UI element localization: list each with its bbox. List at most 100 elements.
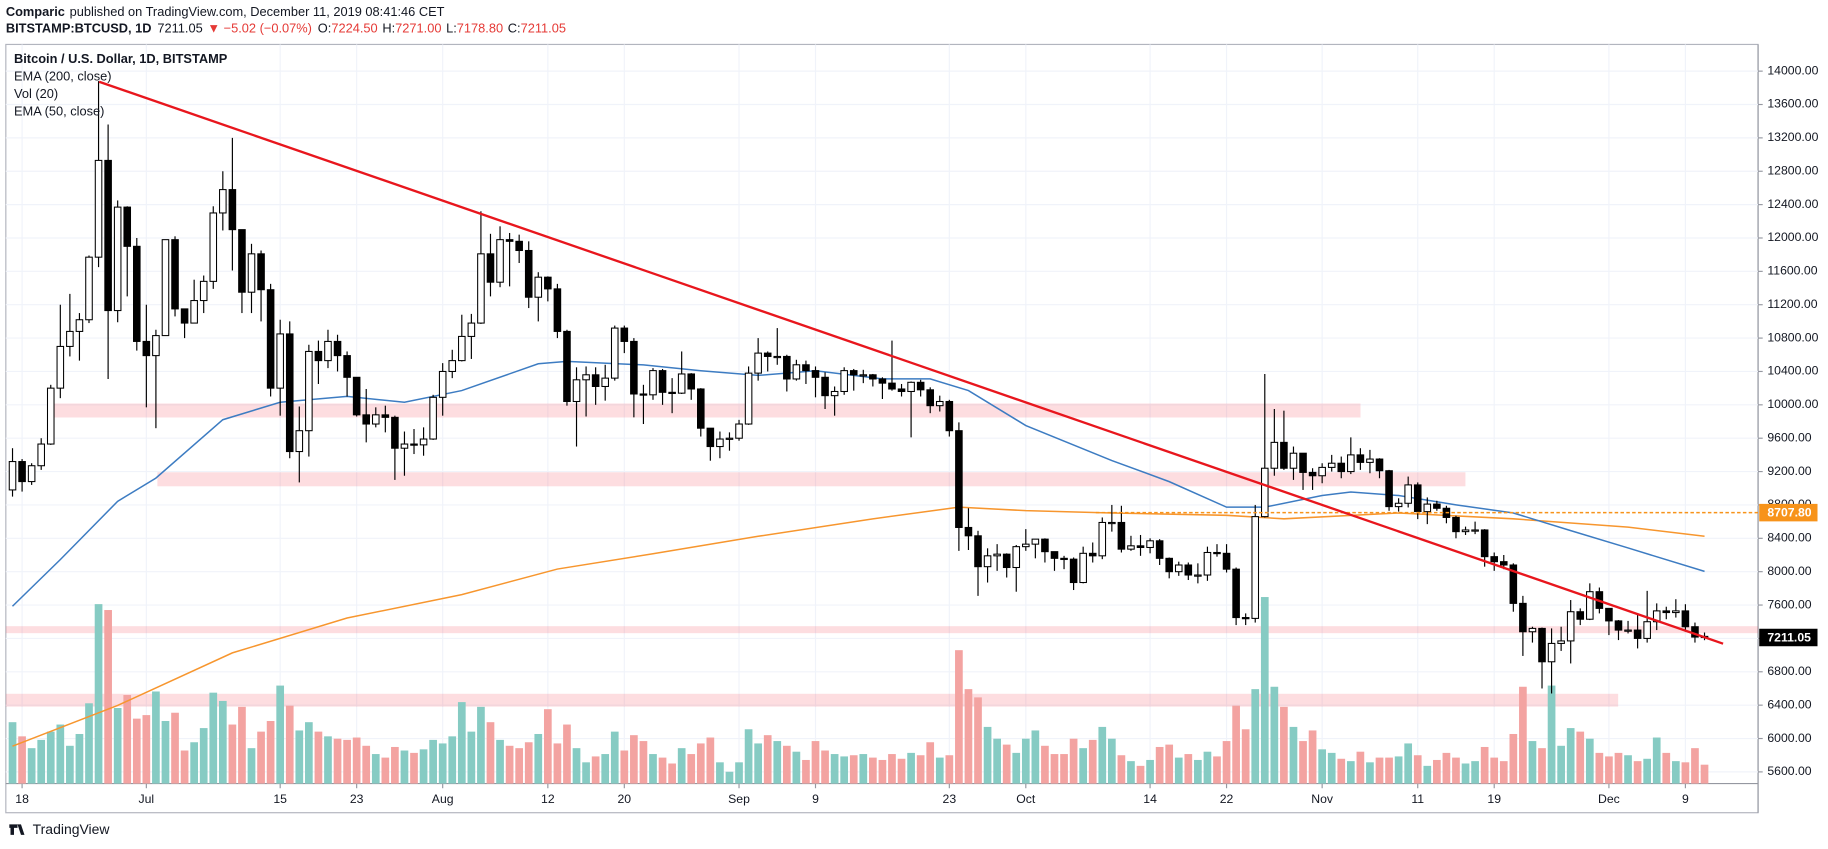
y-tick-label: 6400.00 — [1767, 697, 1811, 711]
candle-body — [1404, 484, 1412, 504]
change: ▼ −5.02 (−0.07%) — [207, 21, 312, 36]
candle-body — [1519, 602, 1527, 633]
candle-body — [1155, 540, 1164, 559]
volume-bar — [1088, 739, 1097, 784]
candle-body — [821, 376, 829, 397]
volume-bar — [1614, 752, 1623, 784]
volume-bar — [8, 722, 17, 784]
candle-body — [1165, 557, 1173, 573]
volume-bar — [352, 737, 361, 784]
volume-bar — [649, 754, 657, 784]
volume-bar — [85, 703, 93, 784]
candle-body — [1299, 452, 1307, 473]
volume-bar — [1404, 743, 1413, 784]
candle-body — [1012, 546, 1021, 569]
quote-key: L: — [446, 21, 457, 36]
candle-body — [1375, 458, 1384, 472]
volume-bar — [897, 758, 906, 784]
candle-body — [458, 335, 466, 362]
volume-bar — [630, 735, 638, 784]
footer-brand: TradingView — [33, 821, 111, 837]
quote-value: 7178.80 — [457, 21, 503, 36]
volume-bar — [1136, 765, 1145, 784]
volume-bar — [1041, 745, 1049, 784]
axes: 5600.006000.006400.006800.007200.007600.… — [15, 63, 1818, 806]
candle-body — [1547, 642, 1556, 663]
footer-logo — [9, 824, 25, 835]
x-tick-label: Nov — [1311, 792, 1334, 806]
candle-body — [142, 340, 151, 357]
candle-body — [1136, 545, 1145, 549]
candle-body — [1117, 521, 1126, 550]
volume-bar — [257, 731, 265, 784]
x-tick-label: 23 — [350, 792, 364, 806]
candle-body — [1624, 629, 1632, 632]
candle-body — [295, 430, 304, 453]
volume-bar — [190, 742, 198, 784]
volume-bar — [1117, 755, 1126, 784]
volume-bar — [477, 706, 485, 784]
candle-body — [677, 373, 686, 394]
volume-bar — [773, 741, 782, 784]
candle-body — [840, 370, 848, 393]
volume-bar — [658, 757, 667, 784]
volume-bar — [238, 706, 246, 784]
volume-bar — [1232, 705, 1240, 784]
logo-icon — [9, 824, 25, 835]
volume-bar — [1127, 761, 1135, 784]
candle-body — [400, 443, 409, 449]
volume-bar — [1385, 757, 1393, 784]
volume-bar — [706, 737, 715, 784]
candle-body — [324, 340, 332, 362]
candle-body — [37, 443, 45, 467]
candle-body — [811, 370, 820, 378]
candle-body — [544, 276, 552, 290]
candle-body — [1366, 458, 1374, 463]
volume-bar — [1413, 755, 1422, 784]
quote-key: H: — [382, 21, 395, 36]
volume-bar — [1021, 738, 1030, 784]
quote-value: 7211.05 — [521, 21, 566, 36]
candle-body — [1566, 611, 1575, 642]
volume-bar — [1662, 752, 1671, 784]
volume-bar — [132, 718, 141, 784]
volume-bar — [1203, 751, 1212, 784]
candle-body — [333, 340, 342, 357]
candle-body — [161, 239, 170, 337]
volume-bar — [1194, 759, 1202, 784]
volume-bar — [1471, 761, 1479, 784]
candle-body — [553, 288, 562, 332]
volume-bar — [1700, 764, 1709, 784]
candle-body — [802, 364, 810, 372]
volume-bar — [945, 755, 954, 784]
y-tick-label: 9200.00 — [1767, 464, 1811, 478]
candle-body — [1327, 462, 1336, 468]
volume-bar — [869, 757, 877, 784]
volume-bar — [142, 715, 151, 784]
candle-body — [582, 374, 590, 381]
candle-body — [649, 370, 657, 396]
x-tick-label: 9 — [1682, 792, 1689, 806]
candle-body — [524, 249, 533, 298]
support-zone — [157, 472, 1466, 487]
volume-bar — [419, 749, 428, 784]
volume-bar — [1624, 755, 1632, 784]
candle-body — [477, 253, 485, 324]
volume-bar — [993, 738, 1001, 784]
volume-bar — [1671, 761, 1680, 784]
volume-bar — [1519, 686, 1527, 784]
quote-value: 7224.50 — [331, 21, 377, 36]
x-tick-label: 19 — [1487, 792, 1501, 806]
volume-bar — [1270, 686, 1279, 784]
zones — [5, 403, 1759, 707]
volume-bar — [1509, 733, 1518, 784]
candle-body — [46, 387, 55, 445]
candle-body — [1681, 610, 1690, 628]
candle-body — [1108, 521, 1116, 525]
candle-body — [199, 280, 208, 302]
y-tick-label: 5600.00 — [1767, 764, 1811, 778]
candle-body — [563, 330, 571, 403]
volume-bar — [37, 739, 46, 784]
legend-ema200: EMA (200, close) — [14, 68, 112, 83]
volume-bar — [696, 743, 705, 784]
